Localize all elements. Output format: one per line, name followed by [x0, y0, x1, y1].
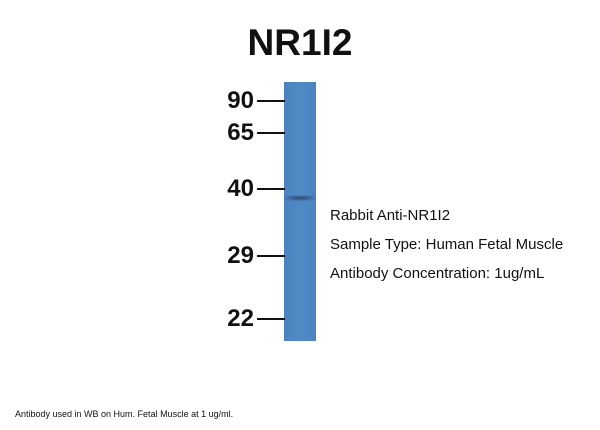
- blot-lane: [284, 82, 316, 341]
- marker-label: 90: [227, 87, 254, 114]
- marker-65: 65: [216, 121, 286, 145]
- marker-label: 65: [227, 119, 254, 146]
- marker-29: 29: [216, 244, 286, 268]
- marker-tick: [257, 318, 285, 320]
- marker-label: 40: [227, 175, 254, 202]
- sample-type: Sample Type: Human Fetal Muscle: [330, 236, 564, 253]
- protein-band: [284, 195, 316, 201]
- marker-22: 22: [216, 307, 286, 331]
- marker-tick: [257, 100, 285, 102]
- marker-40: 40: [216, 177, 286, 201]
- antibody-concentration: Antibody Concentration: 1ug/mL: [330, 265, 545, 282]
- marker-tick: [257, 132, 285, 134]
- figure-title: NR1I2: [247, 22, 353, 63]
- antibody-name: Rabbit Anti-NR1I2: [330, 207, 451, 224]
- marker-tick: [257, 255, 285, 257]
- marker-90: 90: [216, 89, 286, 113]
- marker-label: 22: [227, 305, 254, 332]
- marker-label: 29: [227, 242, 254, 269]
- caption: Antibody used in WB on Hum. Fetal Muscle…: [15, 409, 234, 419]
- marker-tick: [257, 188, 285, 190]
